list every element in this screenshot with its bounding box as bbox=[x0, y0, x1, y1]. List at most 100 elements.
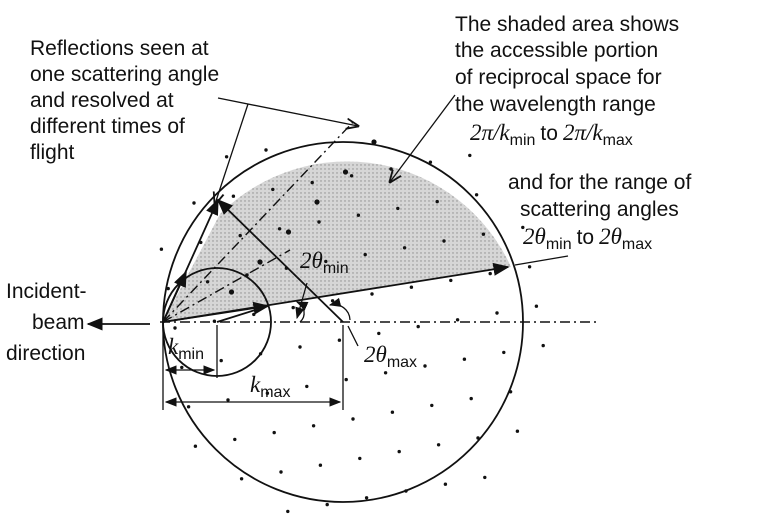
lattice-point bbox=[271, 187, 275, 192]
lattice-point bbox=[435, 199, 439, 204]
lattice-point bbox=[291, 305, 295, 310]
pointer-scattering-angles bbox=[514, 255, 569, 266]
lattice-point bbox=[324, 259, 328, 264]
k-2: k bbox=[592, 120, 603, 145]
k-4: k bbox=[250, 372, 261, 397]
lattice-point bbox=[252, 312, 256, 317]
lattice-point bbox=[298, 345, 302, 349]
lattice-point bbox=[233, 437, 237, 442]
to-1: to bbox=[540, 122, 558, 145]
reflections-line-3: and resolved at bbox=[30, 89, 174, 112]
sub-max-1: max bbox=[603, 132, 633, 149]
vector-kmax-2thetamin bbox=[162, 262, 510, 323]
lattice-point bbox=[428, 160, 433, 164]
sub-max-3: max bbox=[387, 354, 417, 371]
shaded-line-3: of reciprocal space for bbox=[455, 66, 662, 89]
lattice-point bbox=[265, 391, 270, 395]
lattice-point bbox=[279, 470, 283, 474]
lattice-point bbox=[481, 232, 486, 236]
angle-arc-2thetamax bbox=[328, 297, 351, 321]
lattice-point bbox=[344, 377, 348, 382]
label-2thetamin: 2θmin bbox=[300, 248, 349, 277]
lattice-point bbox=[173, 326, 177, 330]
tof-reflection-point bbox=[228, 289, 235, 295]
lattice-point bbox=[390, 410, 395, 414]
tof-reflection-points bbox=[228, 139, 377, 295]
lattice-point bbox=[272, 430, 276, 435]
k-3: k bbox=[168, 334, 179, 359]
annotation-reflections: Reflections seen at one scattering angle… bbox=[30, 37, 225, 164]
annotation-range-of: and for the range of bbox=[508, 171, 691, 194]
lattice-point bbox=[180, 365, 184, 370]
lattice-point bbox=[318, 463, 323, 467]
wavelength-range: 2π/kmin to 2π/kmax bbox=[470, 120, 633, 149]
label-kmin: kmin bbox=[168, 334, 204, 363]
scattering-line-upper bbox=[162, 119, 356, 323]
two-pi-2: 2π/ bbox=[563, 120, 595, 145]
two-theta-4: 2θ bbox=[364, 342, 387, 367]
sub-min-2: min bbox=[546, 236, 572, 253]
shaded-accessible-region bbox=[163, 161, 511, 322]
reflections-line-2: one scattering angle bbox=[30, 63, 219, 86]
lattice-point bbox=[205, 280, 210, 284]
lattice-point bbox=[305, 384, 309, 389]
lattice-point bbox=[277, 227, 282, 231]
lattice-point bbox=[224, 155, 229, 159]
lattice-point bbox=[219, 358, 223, 363]
lattice-point bbox=[469, 396, 473, 401]
annotation-shaded: The shaded area shows the accessible por… bbox=[455, 13, 685, 116]
lattice-point bbox=[442, 239, 446, 243]
vector-kmin-2thetamax bbox=[162, 270, 187, 323]
lattice-point bbox=[337, 338, 342, 342]
lattice-point bbox=[468, 153, 472, 158]
pointer-reflections-down bbox=[215, 103, 249, 204]
lattice-point bbox=[311, 424, 316, 428]
k-1: k bbox=[499, 120, 510, 145]
lattice-point bbox=[527, 265, 532, 269]
lattice-point bbox=[521, 225, 525, 230]
incident-line-3: direction bbox=[6, 342, 85, 365]
lattice-point bbox=[534, 304, 539, 308]
tof-reflection-point bbox=[285, 229, 292, 235]
lattice-point bbox=[349, 174, 354, 178]
reflections-line-4: different times of bbox=[30, 115, 185, 138]
tof-reflection-point bbox=[257, 259, 263, 265]
lattice-point bbox=[416, 324, 420, 329]
lattice-point bbox=[370, 292, 374, 296]
scattering-vector-lower bbox=[216, 305, 269, 323]
sub-min-3: min bbox=[323, 260, 349, 277]
lattice-point bbox=[356, 213, 361, 217]
label-2thetamax: 2θmax bbox=[364, 342, 417, 371]
lattice-point bbox=[186, 405, 191, 409]
two-theta-2: 2θ bbox=[599, 224, 622, 249]
two-theta-3: 2θ bbox=[300, 248, 323, 273]
lattice-point bbox=[286, 509, 290, 514]
lattice-point bbox=[396, 206, 400, 211]
pointer-2thetamin bbox=[295, 282, 308, 320]
lattice-point bbox=[159, 247, 164, 251]
lattice-point bbox=[483, 475, 487, 480]
lattice-point bbox=[443, 482, 448, 486]
annotation-scattering-angles: scattering angles bbox=[520, 198, 679, 221]
lattice-point bbox=[325, 502, 329, 507]
lattice-point bbox=[226, 398, 230, 402]
lattice-point bbox=[239, 477, 244, 481]
angle-range: 2θmin to 2θmax bbox=[523, 224, 652, 253]
lattice-point bbox=[402, 246, 407, 250]
reflections-line-1: Reflections seen at bbox=[30, 37, 209, 60]
lattice-point bbox=[330, 299, 335, 303]
lattice-point bbox=[515, 429, 520, 433]
lattice-point bbox=[383, 371, 388, 375]
shaded-line-1: The shaded area shows bbox=[455, 13, 679, 36]
incident-line-2: beam bbox=[32, 311, 85, 334]
scattering-vector-upper bbox=[216, 198, 344, 323]
pointer-2thetamax-tail bbox=[347, 325, 359, 347]
lattice-point bbox=[238, 233, 242, 238]
lattice-point bbox=[502, 350, 506, 355]
sub-max-4: max bbox=[260, 384, 290, 401]
reciprocal-lattice-points bbox=[159, 148, 545, 514]
lattice-point bbox=[317, 220, 321, 224]
lattice-point bbox=[310, 180, 314, 185]
sub-min-1: min bbox=[510, 132, 536, 149]
lattice-point bbox=[430, 403, 434, 408]
